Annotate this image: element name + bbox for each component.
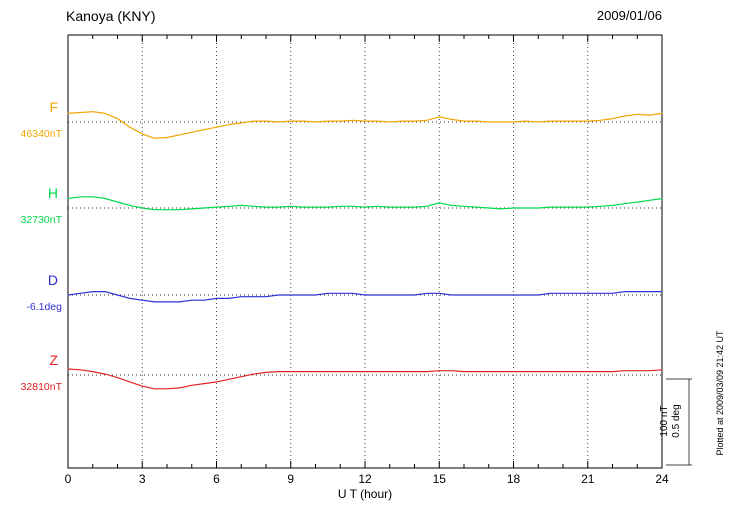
- scalebar-nt-label: 100 nT: [659, 405, 670, 437]
- series-D-label: D: [48, 272, 58, 288]
- x-tick-label: 3: [139, 472, 146, 486]
- x-tick-label: 12: [358, 472, 372, 486]
- plotted-at-note: Plotted at 2009/03/09 21:42 UT: [715, 330, 725, 456]
- series-D-baseline-value: -6.1deg: [26, 301, 62, 313]
- x-tick-label: 6: [213, 472, 220, 486]
- x-axis-label: U T (hour): [337, 487, 393, 501]
- scalebar-deg-label: 0.5 deg: [671, 404, 682, 438]
- x-tick-label: 24: [655, 472, 669, 486]
- series-F-baseline-value: 46340nT: [21, 128, 63, 140]
- plot-frame: [67, 34, 663, 469]
- x-tick-label: 21: [581, 472, 595, 486]
- x-tick-label: 0: [65, 472, 72, 486]
- scalebar-label: 100 nT 0.5 deg: [659, 389, 685, 453]
- x-tick-label: 18: [507, 472, 521, 486]
- series-Z-baseline-value: 32810nT: [21, 381, 63, 393]
- x-tick-label: 9: [287, 472, 294, 486]
- series-H-label: H: [48, 185, 58, 201]
- series-Z-trace: [67, 368, 663, 390]
- x-tick-label: 15: [433, 472, 447, 486]
- series-F-label: F: [49, 99, 58, 115]
- station-title: Kanoya (KNY): [66, 8, 156, 24]
- series-D-trace: [67, 291, 663, 303]
- series-H-baseline-value: 32730nT: [21, 214, 63, 226]
- series-H-trace: [67, 196, 663, 211]
- series-Z-label: Z: [49, 352, 58, 368]
- plot-date: 2009/01/06: [596, 8, 662, 23]
- series-F-trace: [67, 111, 663, 139]
